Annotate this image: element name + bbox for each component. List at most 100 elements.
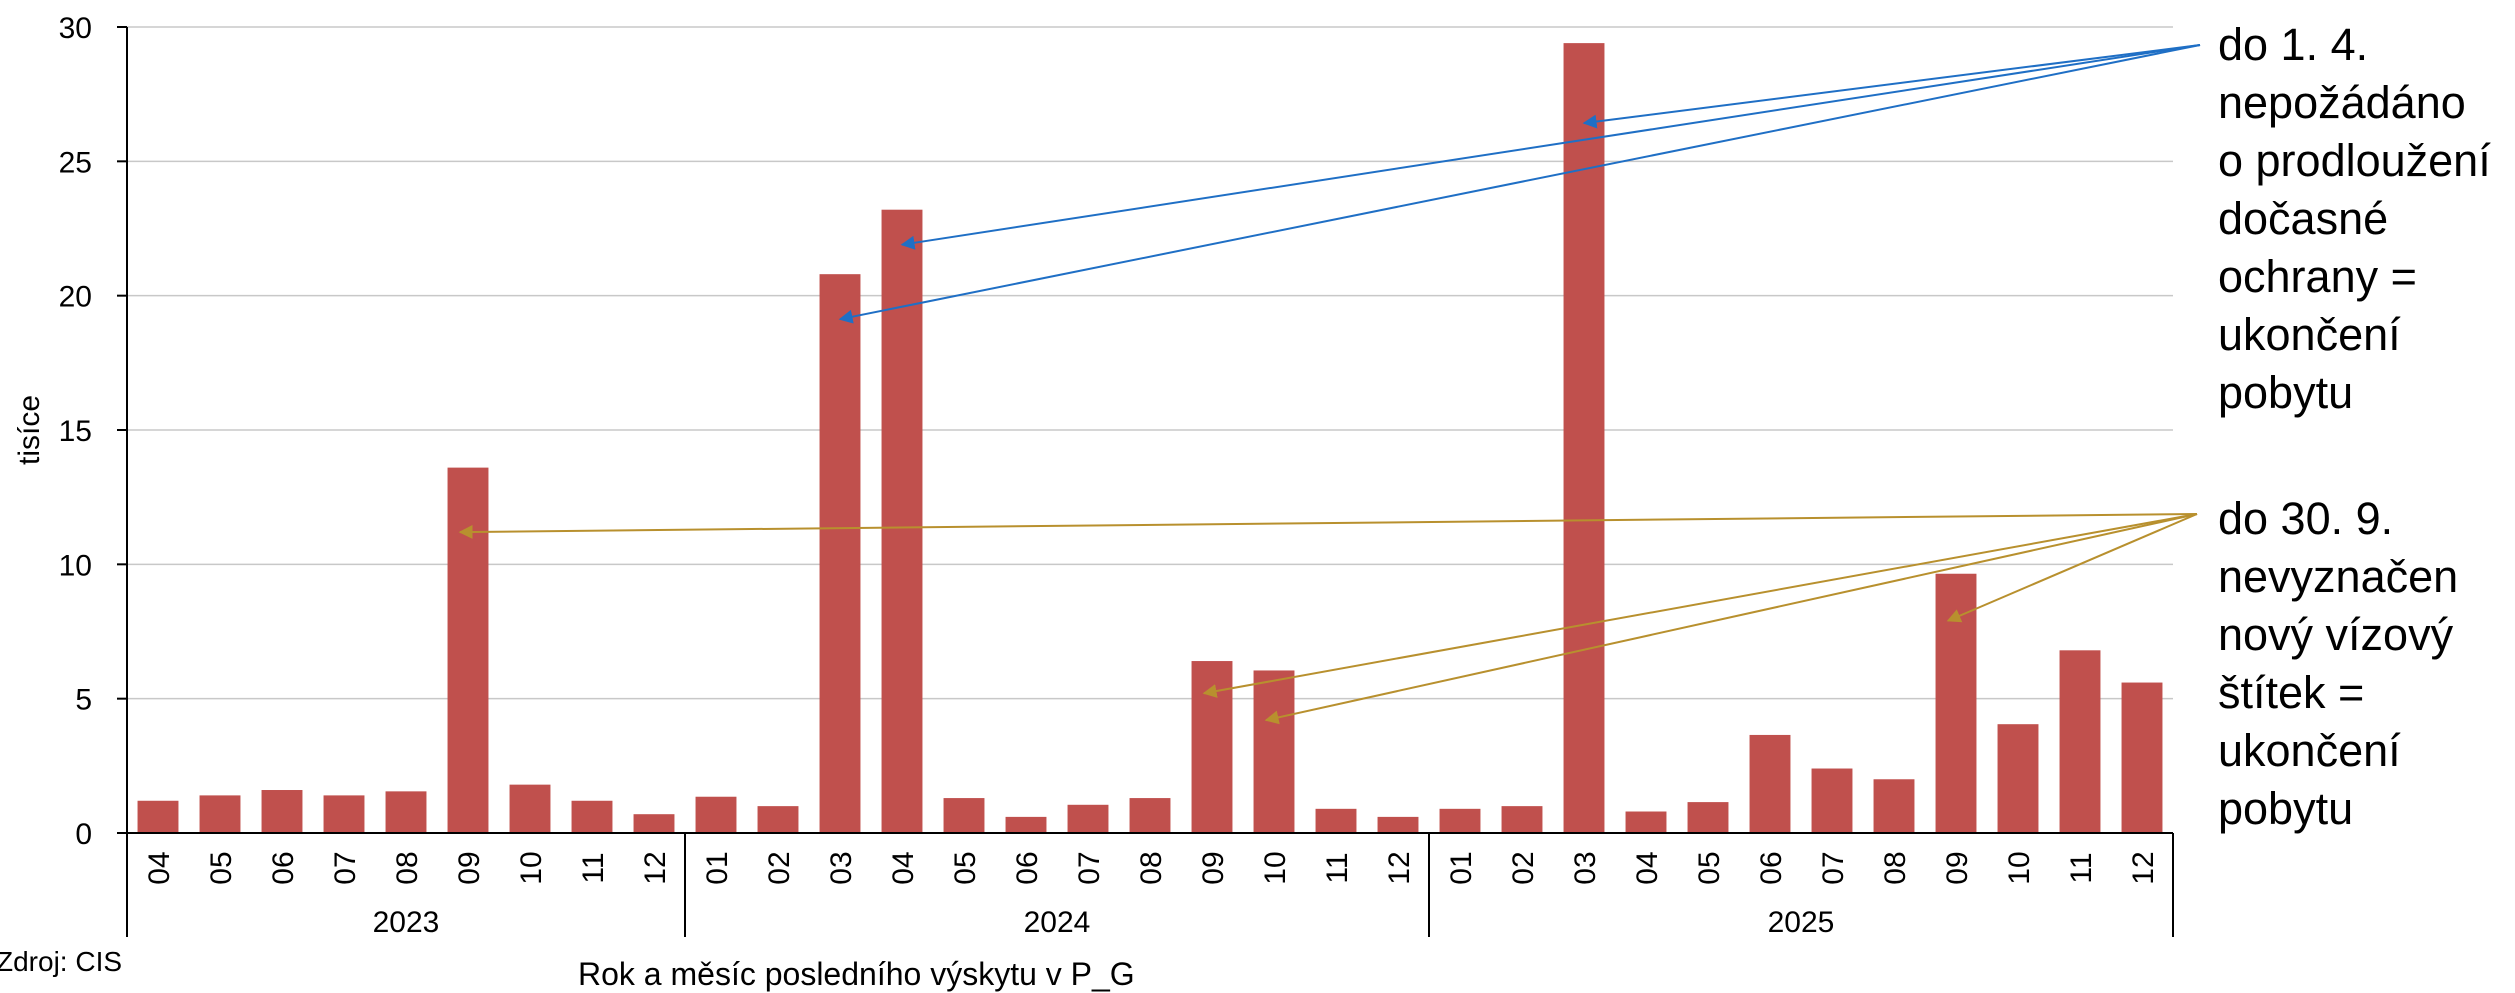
annotation-line: ukončení [2218,725,2401,776]
y-tick-label: 25 [59,146,92,179]
bar [1749,734,1791,833]
annotation-arrow [1582,44,2201,129]
annotation-line: do 1. 4. [2218,19,2369,70]
annotation-line: nevyznačen [2218,551,2459,602]
annotation-arrow [458,513,2198,539]
bar [571,800,613,833]
bar [881,209,923,833]
bar [1873,779,1915,833]
x-tick-label: 01 [1445,851,1478,884]
x-tick-label: 12 [639,851,672,884]
bar [323,795,365,833]
x-tick-label: 10 [1259,851,1292,884]
x-tick-label: 06 [267,851,300,884]
x-tick-label: 09 [1197,851,1230,884]
x-axis-title: Rok a měsíc posledního výskytu v P_G [578,956,1135,992]
x-tick-label: 11 [577,852,610,883]
x-group-label: 2024 [1024,906,1091,939]
bar [2121,682,2163,833]
x-tick-label: 08 [1135,851,1168,884]
bar [509,784,551,833]
y-tick-label: 20 [59,281,92,314]
annotation-line: ochrany = [2218,251,2417,302]
bar [1439,808,1481,833]
x-tick-label: 07 [1073,851,1106,884]
x-tick-label: 04 [143,851,176,884]
bar [695,796,737,833]
x-tick-label: 02 [1507,851,1540,884]
annotation-line: pobytu [2218,367,2354,418]
x-tick-label: 05 [1693,851,1726,884]
x-tick-label: 12 [1383,851,1416,884]
bar [1315,808,1357,833]
x-group-label: 2025 [1768,906,1835,939]
annotation-text-visa: do 30. 9. nevyznačen nový vízový štítek … [2218,490,2458,838]
x-tick-label: 07 [1817,851,1850,884]
source-note: Zdroj: CIS [0,946,123,977]
x-tick-label: 08 [1879,851,1912,884]
x-tick-label: 06 [1755,851,1788,884]
bar [1935,573,1977,833]
bar [385,791,427,833]
y-tick-label: 5 [75,684,92,717]
x-tick-label: 06 [1011,851,1044,884]
x-tick-label: 09 [1941,851,1974,884]
annotation-line: ukončení [2218,309,2401,360]
bar [1191,661,1233,833]
bar [1253,670,1295,833]
annotation-line: nový vízový [2218,609,2454,660]
x-tick-label: 10 [515,851,548,884]
x-tick-label: 05 [949,851,982,884]
annotation-line: o prodloužení [2218,135,2491,186]
x-tick-label: 10 [2003,851,2036,884]
bar [757,806,799,833]
bar [1129,798,1171,833]
x-tick-label: 11 [1321,852,1354,883]
bar [199,795,241,833]
annotation-text-protection: do 1. 4. nepožádáno o prodloužení dočasn… [2218,16,2491,422]
annotation-line: do 30. 9. [2218,493,2394,544]
x-group-label: 2023 [373,906,440,939]
annotation-line: pobytu [2218,783,2354,834]
bar [1563,43,1605,834]
x-tick-label: 08 [391,851,424,884]
x-tick-label: 07 [329,851,362,884]
bar [1811,768,1853,833]
annotation-line: dočasné [2218,193,2389,244]
bar [261,790,303,833]
bar [1005,816,1047,833]
bar [137,800,179,833]
x-tick-label: 09 [453,851,486,884]
x-tick-label: 02 [763,851,796,884]
annotation-line: štítek = [2218,667,2365,718]
y-tick-label: 10 [59,549,92,582]
x-tick-label: 03 [1569,851,1602,884]
bar [447,467,489,833]
y-axis-title: tisíce [13,395,46,465]
x-tick-label: 05 [205,851,238,884]
annotation-line: nepožádáno [2218,77,2466,128]
bar [1997,724,2039,833]
bar [1377,816,1419,833]
annotation-arrow [838,44,2201,324]
annotation-arrow [1946,513,2198,623]
annotation-arrow [1202,513,2198,698]
bar [943,798,985,833]
x-tick-label: 11 [2065,852,2098,883]
annotation-arrow [900,44,2201,250]
bar [1501,806,1543,833]
y-tick-label: 15 [59,415,92,448]
y-tick-label: 0 [75,818,92,851]
bar [1067,804,1109,833]
bar [819,274,861,833]
bar [2059,650,2101,833]
x-tick-label: 04 [1631,851,1664,884]
x-tick-label: 01 [701,851,734,884]
y-tick-label: 30 [59,12,92,45]
x-tick-label: 03 [825,851,858,884]
annotation-arrow [1264,513,2198,725]
bar [633,814,675,833]
bar [1625,811,1667,833]
